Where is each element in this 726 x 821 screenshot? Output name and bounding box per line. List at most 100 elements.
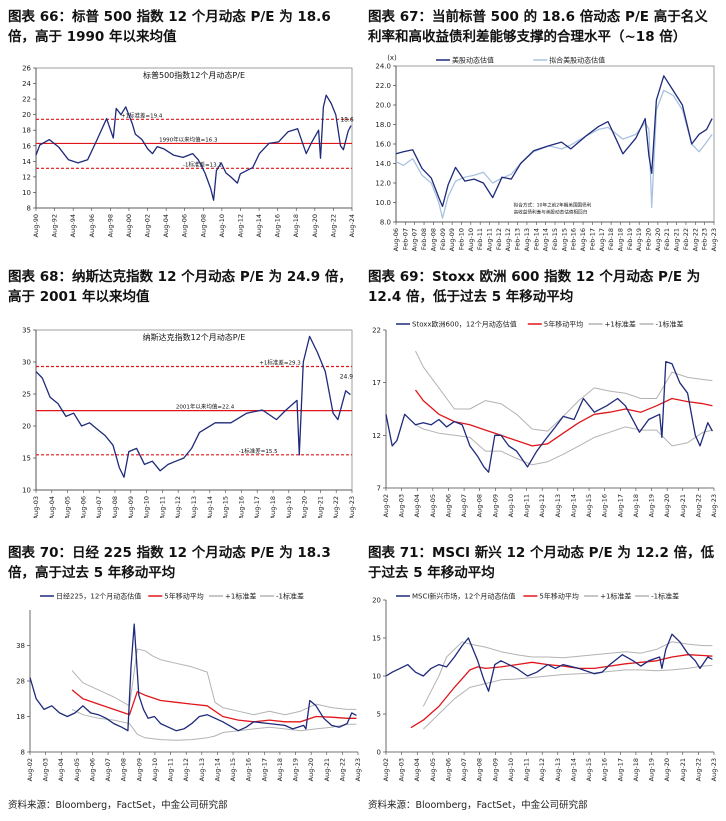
chart-68-title: 图表 68：纳斯达克指数 12 个月动态 P/E 为 24.9 倍，高于 200…: [8, 269, 352, 305]
c68-x-tick-label: Aug-16: [237, 496, 245, 518]
c67-y-tick-label: 16.0: [375, 141, 391, 149]
c68-inner-title: 纳斯达克指数12个月动态P/E: [143, 332, 246, 342]
c68-x-tick-label: Aug-20: [301, 496, 309, 518]
chart-70: 8 18 28 38 Aug-02 Aug-03 Aug-04 Aug-05 Aug-06 Aug…: [8, 588, 364, 790]
c70-legend-label: 5年移动平均: [164, 592, 203, 601]
c68-x-tick-label: Aug-19: [285, 496, 293, 518]
c66-x-tick-label: Aug-14: [255, 214, 263, 237]
c69-x-tick-label: Aug-21: [679, 494, 687, 517]
c71-legend-label: -1标准差: [651, 592, 679, 601]
c67-x-tick-label: Aug-11: [486, 228, 494, 251]
c67-x-tick-label: Feb-23: [701, 228, 709, 250]
c69-x-tick-label: Aug-15: [585, 494, 593, 517]
c68-x-tick-label: Aug-15: [222, 496, 230, 518]
c66-x-tick-label: Aug-96: [88, 214, 96, 237]
c66-x-tick-label: Aug-20: [311, 214, 319, 237]
c68-hline-label: -1标准差=15.5: [239, 447, 278, 455]
c69-series-1: [415, 424, 713, 466]
c70-x-tick-label: Aug-07: [104, 758, 112, 781]
c67-x-tick-label: Aug-08: [429, 228, 437, 251]
c71-legend-label: 5年移动平均: [539, 592, 578, 601]
source-note-left: 资料来源：Bloomberg，FactSet，中金公司研究部: [8, 800, 228, 811]
c67-y-tick-label: 18.0: [375, 121, 391, 129]
c67-x-tick-label: Aug-17: [598, 228, 606, 251]
c66-inner-title: 标普500指数12个月动态P/E: [143, 70, 245, 80]
c68-x-tick-label: Aug-04: [48, 496, 56, 518]
c68-x-tick-label: Aug-06: [79, 496, 87, 518]
c71-x-tick-label: Aug-13: [554, 758, 562, 781]
c71-x-tick-label: Aug-12: [538, 758, 546, 781]
c67-x-tick-label: Feb-09: [439, 228, 447, 250]
c69-x-tick-label: Aug-09: [491, 494, 499, 517]
c71-x-tick-label: Aug-05: [429, 758, 437, 781]
c66-x-tick-label: Aug-00: [125, 214, 133, 237]
c70-x-tick-label: Aug-17: [260, 758, 268, 781]
c69-x-tick-label: Aug-08: [476, 494, 484, 517]
c71-x-tick-label: Aug-04: [413, 758, 421, 781]
c67-x-tick-label: Aug-15: [560, 228, 568, 251]
c69-x-tick-label: Aug-05: [429, 494, 437, 517]
c67-unit-label: (x): [387, 54, 397, 62]
c66-hline-label: +1标准差=19.4: [121, 111, 163, 119]
c70-x-tick-label: Aug-08: [120, 758, 128, 781]
c71-series-3: [385, 633, 713, 692]
c68-x-tick-label: Aug-08: [111, 496, 119, 518]
c70-y-tick-label: 38: [16, 642, 25, 650]
c70-legend-label: 日经225，12个月动态估值: [56, 592, 141, 601]
c68-y-tick-label: 20: [22, 423, 31, 431]
c67-x-tick-label: Aug-09: [448, 228, 456, 251]
c70-x-tick-label: Aug-09: [135, 758, 143, 781]
c67-y-tick-label: 24.0: [375, 63, 391, 71]
c70-x-tick-label: Aug-21: [323, 758, 331, 781]
c67-x-tick-label: Feb-21: [663, 228, 671, 250]
c68-x-tick-label: Aug-14: [206, 496, 214, 518]
c69-legend-label: -1标准差: [656, 320, 684, 329]
chart-67: 8.0 10.0 12.0 14.0 16.0 18.0 20.0 22.0 24.0 Aug-0…: [364, 50, 720, 260]
c67-annotation: 拟合方式：10年之前2年期美国国债利: [514, 201, 592, 208]
c71-series-1: [422, 664, 713, 730]
c68-y-tick-label: 25: [22, 391, 31, 399]
c70-x-tick-label: Aug-18: [276, 758, 284, 781]
c67-series-0: [395, 89, 713, 219]
c66-series-0: [35, 94, 352, 201]
c66-x-tick-label: Aug-92: [51, 214, 59, 237]
c68-y-tick-label: 15: [22, 455, 31, 463]
c70-series-2: [71, 689, 357, 723]
chart-71: 0 5 10 15 20 Aug-02 Aug-03 Aug-04 Aug-05 Aug-06 Au…: [364, 588, 720, 790]
c68-end-label: 24.9: [340, 373, 354, 380]
c70-x-tick-label: Aug-05: [73, 758, 81, 781]
c69-x-tick-label: Aug-06: [444, 494, 452, 517]
c67-series-1: [395, 75, 713, 208]
c69-y-tick-label: 7: [377, 485, 381, 493]
c70-y-tick-label: 28: [16, 678, 25, 686]
c71-x-tick-label: Aug-22: [694, 758, 702, 781]
c69-x-tick-label: Aug-23: [710, 494, 718, 517]
c68-x-tick-label: Aug-17: [253, 496, 261, 518]
c71-x-tick-label: Aug-16: [601, 758, 609, 781]
c70-y-tick-label: 8: [21, 749, 25, 757]
c67-x-tick-label: Aug-14: [542, 228, 550, 251]
c68-x-tick-label: Aug-18: [269, 496, 277, 518]
c67-legend-label: 拟合美股动态估值: [549, 56, 605, 65]
c71-x-tick-label: Aug-23: [710, 758, 718, 781]
c70-x-tick-label: Aug-14: [213, 758, 221, 781]
c70-x-tick-label: Aug-10: [151, 758, 159, 781]
c70-series-3: [29, 623, 357, 732]
chart-69-title: 图表 69：Stoxx 欧洲 600 指数 12 个月动态 P/E 为 12.4…: [368, 269, 701, 305]
c67-annotation: 高收益债利差与美股动态估值相回归: [514, 208, 588, 215]
c67-y-tick-label: 12.0: [375, 180, 391, 188]
c71-x-tick-label: Aug-08: [476, 758, 484, 781]
c67-x-tick-label: Aug-19: [635, 228, 643, 251]
chart-71-title: 图表 71：MSCI 新兴 12 个月动态 P/E 为 12.2 倍，低于过去 …: [368, 545, 715, 581]
c67-x-tick-label: Feb-12: [495, 228, 503, 250]
c71-legend-label: MSCI新兴市场，12个月动态估值: [412, 592, 515, 601]
c69-x-tick-label: Aug-22: [694, 494, 702, 517]
c70-x-tick-label: Aug-16: [245, 758, 253, 781]
c69-x-tick-label: Aug-12: [538, 494, 546, 517]
c69-x-tick-label: Aug-10: [507, 494, 515, 517]
c66-x-tick-label: Aug-10: [218, 214, 226, 237]
c66-y-tick-label: 16: [22, 142, 31, 150]
c66-end-label: 18.6: [340, 117, 354, 124]
c69-x-tick-label: Aug-02: [382, 494, 390, 517]
c70-series-1: [71, 708, 357, 741]
